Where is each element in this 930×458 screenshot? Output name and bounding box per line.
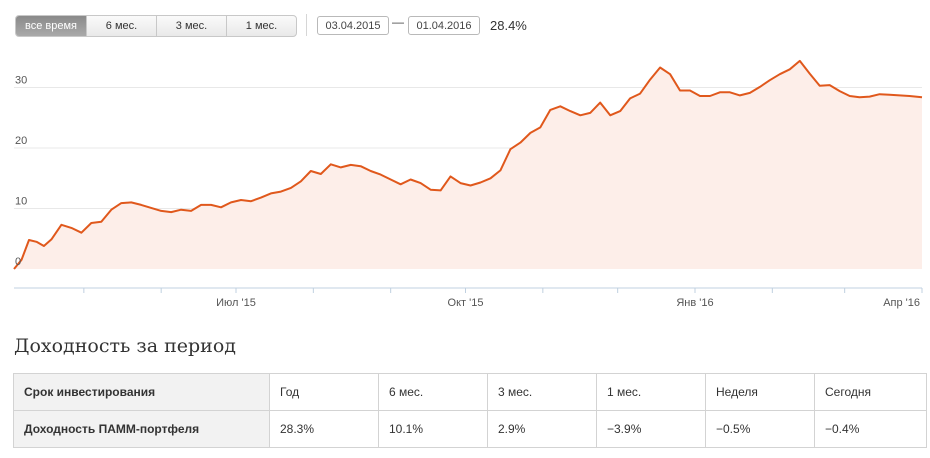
date-from-field[interactable]: 03.04.2015 xyxy=(317,16,389,35)
table-cell: −3.9% xyxy=(596,410,706,448)
table-cell: −0.4% xyxy=(814,410,927,448)
period-3-months-button[interactable]: 3 мес. xyxy=(156,16,226,36)
returns-table: Срок инвестирования Год 6 мес. 3 мес. 1 … xyxy=(13,373,927,448)
x-tick-label: Июл '15 xyxy=(216,297,256,309)
table-header-row: Срок инвестирования Год 6 мес. 3 мес. 1 … xyxy=(13,373,927,411)
series-line xyxy=(13,59,923,270)
y-tick-label: 20 xyxy=(15,135,27,147)
x-tick-label: Янв '16 xyxy=(676,297,713,309)
period-1-month-button[interactable]: 1 мес. xyxy=(226,16,296,36)
table-header-cell: 1 мес. xyxy=(596,373,706,411)
table-header-cell: 3 мес. xyxy=(487,373,597,411)
table-cell: 2.9% xyxy=(487,410,597,448)
y-tick-label: 10 xyxy=(15,196,27,208)
period-all-time-button[interactable]: все время xyxy=(16,16,86,36)
period-6-months-button[interactable]: 6 мес. xyxy=(86,16,156,36)
series-area xyxy=(14,60,922,270)
y-tick-label: 0 xyxy=(15,256,21,268)
x-tick-label: Окт '15 xyxy=(448,297,484,309)
date-range-dash: — xyxy=(392,15,404,29)
toolbar-divider xyxy=(306,14,307,36)
table-header-cell: Год xyxy=(269,373,379,411)
period-selector: все время 6 мес. 3 мес. 1 мес. xyxy=(15,15,297,37)
table-row: Доходность ПАММ-портфеля 28.3% 10.1% 2.9… xyxy=(13,410,927,448)
stats-section-title: Доходность за период xyxy=(14,335,236,357)
y-tick-label: 30 xyxy=(15,75,27,87)
table-cell: 28.3% xyxy=(269,410,379,448)
table-header-cell: 6 мес. xyxy=(378,373,488,411)
table-header-cell: Срок инвестирования xyxy=(13,373,270,411)
table-header-cell: Неделя xyxy=(705,373,815,411)
table-cell: −0.5% xyxy=(705,410,815,448)
x-tick-label: Апр '16 xyxy=(883,297,920,309)
table-header-cell: Сегодня xyxy=(814,373,927,411)
return-chart: Июл '15 Окт '15 Янв '16 Апр '16 0 10 20 30 xyxy=(13,59,923,309)
table-cell: Доходность ПАММ-портфеля xyxy=(13,410,270,448)
table-cell: 10.1% xyxy=(378,410,488,448)
date-to-field[interactable]: 01.04.2016 xyxy=(408,16,480,35)
range-return-value: 28.4% xyxy=(490,18,527,33)
